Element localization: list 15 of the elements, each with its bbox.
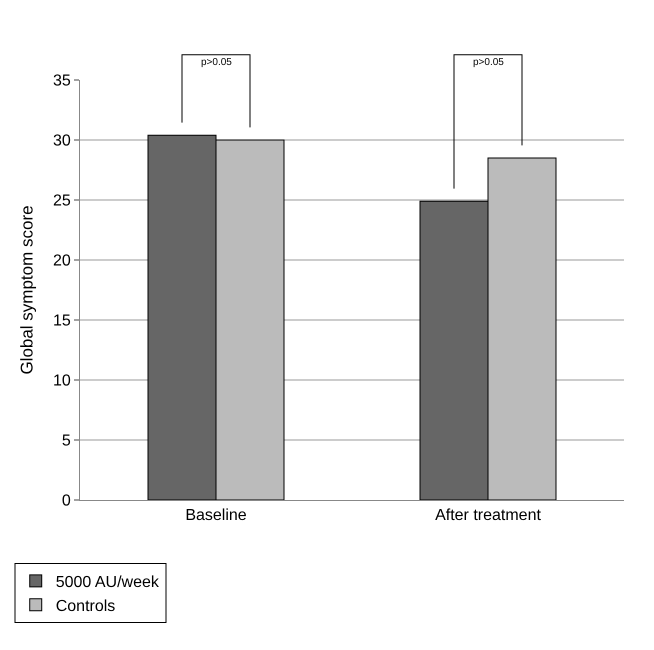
y-tick-label: 5 [62,432,71,450]
legend-label: Controls [56,598,116,615]
y-tick-label: 30 [53,132,71,150]
text: p>0.05 [201,57,232,68]
y-tick-label: 20 [53,252,71,270]
legend-label: 5000 AU/week [56,574,160,592]
x-tick-label: Baseline [185,507,247,524]
y-tick-label: 15 [53,312,71,330]
y-axis-title: Global symptom score [18,205,37,375]
y-tick-label: 0 [62,492,71,510]
x-tick-label: After treatment [435,507,542,524]
text: p>0.05 [473,57,504,68]
y-tick-label: 35 [53,72,71,90]
y-tick-label: 25 [53,192,71,210]
y-tick-label: 10 [53,372,71,390]
